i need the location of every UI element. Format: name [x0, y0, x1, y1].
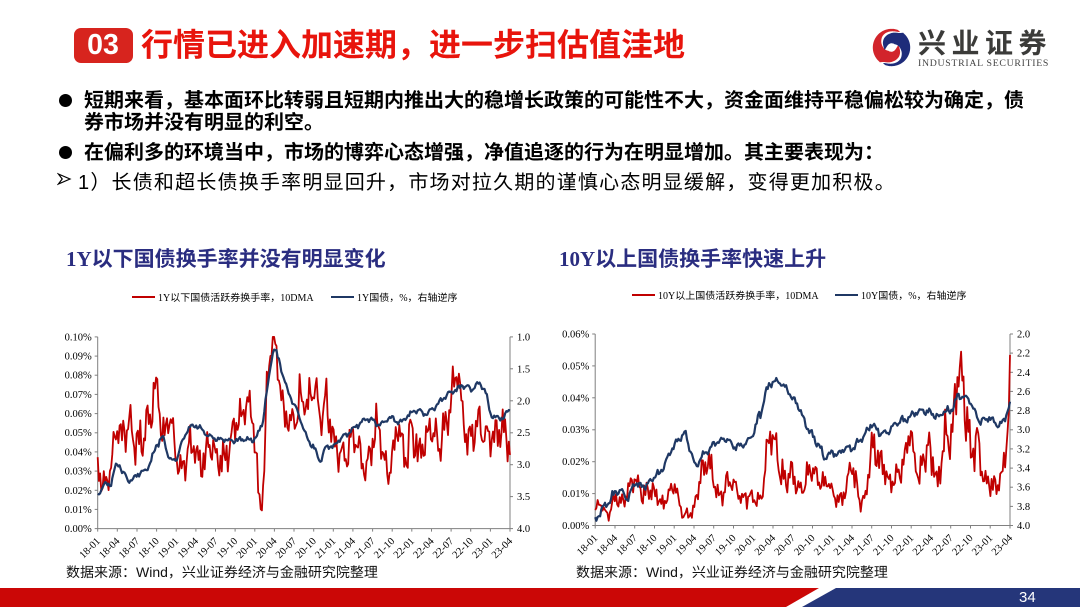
svg-text:0.10%: 0.10% [65, 332, 92, 343]
svg-text:20-10: 20-10 [793, 533, 818, 558]
svg-text:20-07: 20-07 [274, 536, 299, 561]
svg-text:0.03%: 0.03% [562, 425, 589, 436]
svg-text:3.4: 3.4 [1017, 464, 1031, 475]
svg-text:0.05%: 0.05% [65, 428, 92, 439]
svg-text:3.0: 3.0 [1017, 425, 1030, 436]
svg-text:22-07: 22-07 [431, 536, 456, 561]
svg-text:21-07: 21-07 [353, 536, 378, 561]
svg-text:0.06%: 0.06% [562, 330, 589, 341]
svg-text:20-04: 20-04 [753, 532, 779, 558]
svg-text:0.07%: 0.07% [65, 390, 92, 401]
svg-text:0.09%: 0.09% [65, 352, 92, 363]
svg-text:2.8: 2.8 [1017, 406, 1030, 417]
svg-text:3.0: 3.0 [517, 460, 530, 471]
svg-text:18-07: 18-07 [117, 536, 142, 561]
svg-text:23-01: 23-01 [470, 536, 495, 561]
svg-text:4.0: 4.0 [1017, 521, 1030, 532]
svg-text:4.0: 4.0 [517, 524, 530, 535]
svg-text:19-07: 19-07 [694, 533, 719, 558]
svg-text:1.0: 1.0 [517, 332, 530, 343]
svg-text:0.00%: 0.00% [562, 521, 589, 532]
svg-text:0.01%: 0.01% [65, 505, 92, 516]
svg-text:23-04: 23-04 [990, 532, 1016, 558]
svg-text:0.06%: 0.06% [65, 409, 92, 420]
svg-text:21-10: 21-10 [872, 533, 897, 558]
svg-text:20-10: 20-10 [294, 536, 319, 561]
svg-text:19-07: 19-07 [196, 536, 221, 561]
svg-text:0.08%: 0.08% [65, 371, 92, 382]
svg-text:0.02%: 0.02% [562, 457, 589, 468]
svg-text:2.0: 2.0 [1017, 330, 1030, 341]
svg-text:18-04: 18-04 [595, 532, 621, 558]
svg-text:20-01: 20-01 [235, 536, 260, 561]
svg-text:18-10: 18-10 [137, 536, 162, 561]
svg-text:21-04: 21-04 [832, 532, 858, 558]
svg-text:21-07: 21-07 [852, 533, 877, 558]
svg-text:22-10: 22-10 [451, 536, 476, 561]
svg-text:20-01: 20-01 [733, 533, 758, 558]
svg-text:23-01: 23-01 [970, 533, 995, 558]
svg-text:20-07: 20-07 [773, 533, 798, 558]
svg-text:22-04: 22-04 [911, 532, 937, 558]
svg-text:18-04: 18-04 [97, 535, 123, 561]
svg-text:18-01: 18-01 [575, 533, 600, 558]
svg-text:3.5: 3.5 [517, 492, 530, 503]
svg-text:21-04: 21-04 [333, 535, 359, 561]
svg-text:2.0: 2.0 [517, 396, 530, 407]
svg-text:21-01: 21-01 [812, 533, 837, 558]
svg-text:19-10: 19-10 [714, 533, 739, 558]
svg-text:0.02%: 0.02% [65, 486, 92, 497]
svg-text:19-10: 19-10 [215, 536, 240, 561]
svg-text:23-04: 23-04 [490, 535, 516, 561]
svg-text:0.04%: 0.04% [562, 393, 589, 404]
svg-text:22-01: 22-01 [392, 536, 417, 561]
svg-text:22-10: 22-10 [951, 533, 976, 558]
svg-text:0.01%: 0.01% [562, 489, 589, 500]
svg-text:22-01: 22-01 [891, 533, 916, 558]
svg-text:19-01: 19-01 [156, 536, 181, 561]
svg-text:0.03%: 0.03% [65, 467, 92, 478]
svg-text:22-04: 22-04 [412, 535, 438, 561]
svg-text:0.00%: 0.00% [65, 524, 92, 535]
svg-text:18-07: 18-07 [615, 533, 640, 558]
svg-text:19-04: 19-04 [176, 535, 202, 561]
svg-text:3.2: 3.2 [1017, 444, 1030, 455]
svg-text:19-04: 19-04 [674, 532, 700, 558]
svg-text:21-01: 21-01 [313, 536, 338, 561]
svg-text:21-10: 21-10 [372, 536, 397, 561]
svg-text:18-10: 18-10 [635, 533, 660, 558]
svg-text:20-04: 20-04 [254, 535, 280, 561]
svg-text:19-01: 19-01 [654, 533, 679, 558]
svg-text:2.6: 2.6 [1017, 387, 1030, 398]
svg-text:18-01: 18-01 [78, 536, 103, 561]
svg-text:0.04%: 0.04% [65, 447, 92, 458]
svg-text:0.05%: 0.05% [562, 361, 589, 372]
svg-text:2.2: 2.2 [1017, 349, 1030, 360]
svg-text:2.5: 2.5 [517, 428, 530, 439]
svg-text:2.4: 2.4 [1017, 368, 1031, 379]
svg-text:3.8: 3.8 [1017, 502, 1030, 513]
svg-text:3.6: 3.6 [1017, 483, 1030, 494]
svg-text:1.5: 1.5 [517, 364, 530, 375]
svg-text:22-07: 22-07 [931, 533, 956, 558]
